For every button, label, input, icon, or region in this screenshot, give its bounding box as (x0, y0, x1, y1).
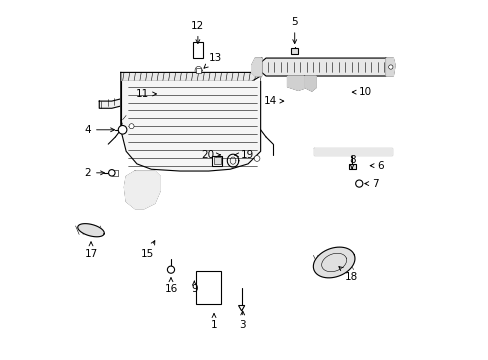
Bar (192, 42, 203, 58)
Text: 10: 10 (351, 87, 372, 97)
Text: 12: 12 (191, 21, 204, 44)
Circle shape (108, 170, 115, 176)
Text: 9: 9 (191, 281, 197, 294)
Polygon shape (99, 80, 198, 108)
Bar (196, 271, 221, 304)
Polygon shape (313, 247, 354, 278)
Text: 1: 1 (210, 314, 217, 330)
Polygon shape (121, 71, 260, 81)
Text: 20: 20 (201, 150, 220, 160)
Polygon shape (121, 81, 260, 171)
Text: 4: 4 (84, 125, 114, 135)
FancyBboxPatch shape (290, 48, 298, 54)
Text: 2: 2 (84, 168, 104, 178)
Circle shape (129, 124, 134, 129)
Polygon shape (304, 76, 316, 91)
Text: 11: 11 (136, 89, 156, 99)
Bar (213, 157, 221, 164)
Polygon shape (251, 58, 261, 76)
Text: 16: 16 (164, 278, 177, 294)
Circle shape (118, 126, 126, 134)
Text: 13: 13 (203, 53, 222, 68)
Circle shape (355, 180, 362, 187)
Text: 18: 18 (338, 267, 357, 282)
Text: 17: 17 (84, 242, 98, 258)
Text: 15: 15 (141, 241, 155, 258)
Polygon shape (287, 76, 303, 90)
Bar (195, 68, 201, 73)
Polygon shape (314, 148, 391, 155)
Circle shape (254, 156, 260, 161)
Text: 7: 7 (364, 179, 378, 189)
Circle shape (388, 65, 392, 69)
Text: 5: 5 (291, 17, 297, 44)
Polygon shape (386, 58, 394, 76)
Text: 14: 14 (263, 96, 283, 106)
Text: 19: 19 (234, 150, 254, 160)
Text: 8: 8 (348, 155, 355, 168)
Polygon shape (78, 224, 104, 237)
Text: 3: 3 (239, 311, 245, 330)
Polygon shape (124, 171, 160, 209)
Polygon shape (261, 58, 392, 76)
Bar (212, 156, 222, 166)
Circle shape (167, 266, 174, 273)
FancyBboxPatch shape (348, 163, 355, 169)
Text: 6: 6 (369, 161, 383, 171)
